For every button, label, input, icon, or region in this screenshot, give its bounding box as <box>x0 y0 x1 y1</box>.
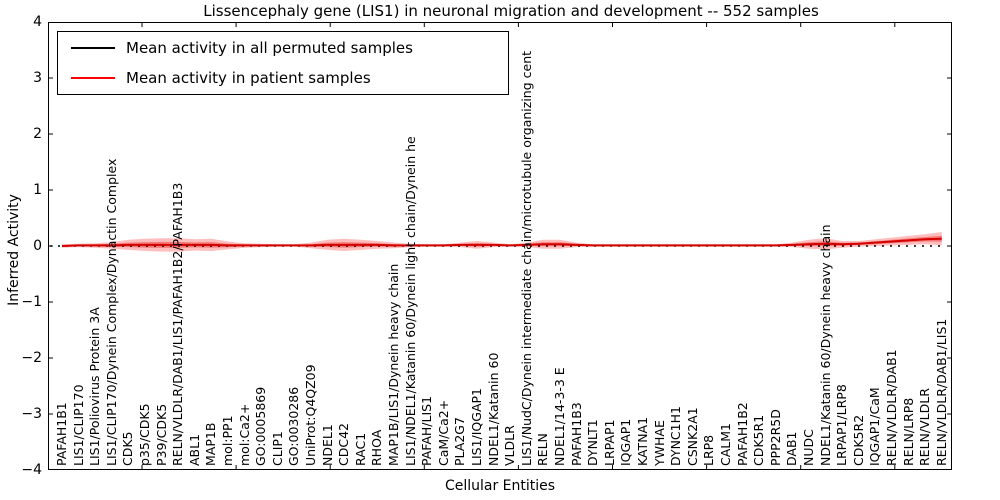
x-tick-label: RELN <box>535 433 551 466</box>
x-tick-label: NUDC <box>801 429 816 466</box>
x-tick-label: mol:PP1 <box>220 415 235 466</box>
x-tick-label: DYNC1H1 <box>668 406 684 466</box>
x-tick-label: GO:0005869 <box>253 386 269 466</box>
patient-mean-line <box>61 237 942 247</box>
x-tick-label: MAP1B <box>203 422 219 466</box>
axis-ticks <box>48 22 952 470</box>
legend-box: Mean activity in all permuted samples Me… <box>57 31 509 95</box>
x-tick-label: LIS1/CLIP170 <box>70 384 86 466</box>
y-tick-label: 1 <box>33 182 42 198</box>
legend-item-permuted: Mean activity in all permuted samples <box>58 33 413 63</box>
x-tick-label: CDK5R1 <box>751 414 767 466</box>
x-tick-label: p35/CDK5 <box>137 403 152 466</box>
plot-canvas <box>48 22 952 470</box>
x-tick-label: PAFAH/LIS1 <box>419 395 435 466</box>
x-tick-label: RELN/VLDLR/DAB1/LIS1/PAFAH1B2/PAFAH1B3 <box>170 182 186 466</box>
legend-label-permuted: Mean activity in all permuted samples <box>126 39 413 57</box>
x-tick-label: CDK5 <box>120 431 136 466</box>
x-tick-label: IQGAP1/CaM <box>867 387 883 466</box>
y-tick-label: −4 <box>21 462 42 478</box>
x-tick-label: LIS1/Poliovirus Protein 3A <box>87 307 103 466</box>
x-tick-label: NDEL1/14-3-3 E <box>552 367 567 466</box>
x-tick-label: CDC42 <box>336 423 352 466</box>
x-tick-label: RELN/VLDLR <box>917 388 933 466</box>
x-tick-label: RELN/VLDLR/DAB1 <box>884 349 899 466</box>
y-tick-label: −2 <box>21 350 42 366</box>
x-tick-label: ABL1 <box>186 433 202 466</box>
y-tick-label: 0 <box>33 238 42 254</box>
x-tick-label: DAB1 <box>784 431 800 467</box>
x-tick-label: LIS1/CLIP170/Dynein Complex/Dynactin Com… <box>103 158 119 466</box>
x-tick-label: PAFAH1B3 <box>568 402 584 466</box>
x-tick-label: CDK5R2 <box>850 414 866 466</box>
x-tick-label: NDEL1/Katanin 60/Dynein heavy chain <box>817 224 833 466</box>
x-tick-label: PAFAH1B2 <box>734 402 750 466</box>
chart-title: Lissencephaly gene (LIS1) in neuronal mi… <box>203 2 819 20</box>
patient-line-sample <box>71 77 115 79</box>
y-tick-label: 3 <box>33 70 42 86</box>
x-tick-label: VLDLR <box>502 425 518 466</box>
x-tick-label: LIS1/NudC/Dynein intermediate chain/micr… <box>518 50 534 466</box>
x-tick-label: NDEL1/Katanin 60 <box>485 352 501 466</box>
x-tick-label: DYNLT1 <box>585 419 601 466</box>
patient-spread-band-outer <box>62 232 942 252</box>
x-tick-label: LIS1/IQGAP1 <box>469 387 484 466</box>
x-tick-label: LRPAP1 <box>601 419 617 466</box>
y-tick-label: 4 <box>33 14 42 30</box>
x-tick-label: KATNA1 <box>635 416 650 466</box>
x-axis-label: Cellular Entities <box>444 478 556 494</box>
x-tick-label: CSNK2A1 <box>684 407 700 466</box>
x-tick-label: LRPAP1/LRP8 <box>834 384 850 466</box>
x-tick-label: RHOA <box>369 429 385 466</box>
x-tick-label: YWHAE <box>651 420 667 466</box>
x-tick-label: P39/CDK5 <box>153 403 169 466</box>
x-tick-label: CaM/Ca2+ <box>435 399 451 466</box>
y-tick-label: −3 <box>21 406 42 422</box>
x-tick-label: PPP2R5D <box>767 409 783 466</box>
x-tick-label: NDEL1 <box>319 424 335 466</box>
x-tick-label: LIS1/NDEL1/Katanin 60/Dynein light chain… <box>402 136 418 466</box>
y-tick-label: −1 <box>21 294 42 310</box>
x-tick-label: CLIP1 <box>269 431 285 466</box>
x-tick-label: IQGAP1 <box>618 418 634 466</box>
x-tick-label: RELN/LRP8 <box>900 397 916 466</box>
x-tick-label: mol:Ca2+ <box>236 403 252 466</box>
x-tick-label: UniProt:Q4QZ09 <box>303 364 318 466</box>
x-tick-label: GO:0030286 <box>286 386 302 466</box>
x-tick-label: RELN/VLDLR/DAB1/LIS1 <box>933 318 949 466</box>
x-tick-label: MAP1B/LIS1/Dynein heavy chain <box>386 263 401 466</box>
legend-label-patient: Mean activity in patient samples <box>126 69 371 87</box>
x-tick-label: RAC1 <box>352 432 368 466</box>
x-tick-label: LRP8 <box>701 434 717 466</box>
legend-item-patient: Mean activity in patient samples <box>58 63 371 93</box>
x-tick-label: CALM1 <box>718 423 733 466</box>
x-tick-label: PLA2G7 <box>452 417 468 466</box>
permuted-line-sample <box>71 47 115 49</box>
x-tick-label: PAFAH1B1 <box>54 402 69 466</box>
y-tick-label: 2 <box>33 126 42 142</box>
